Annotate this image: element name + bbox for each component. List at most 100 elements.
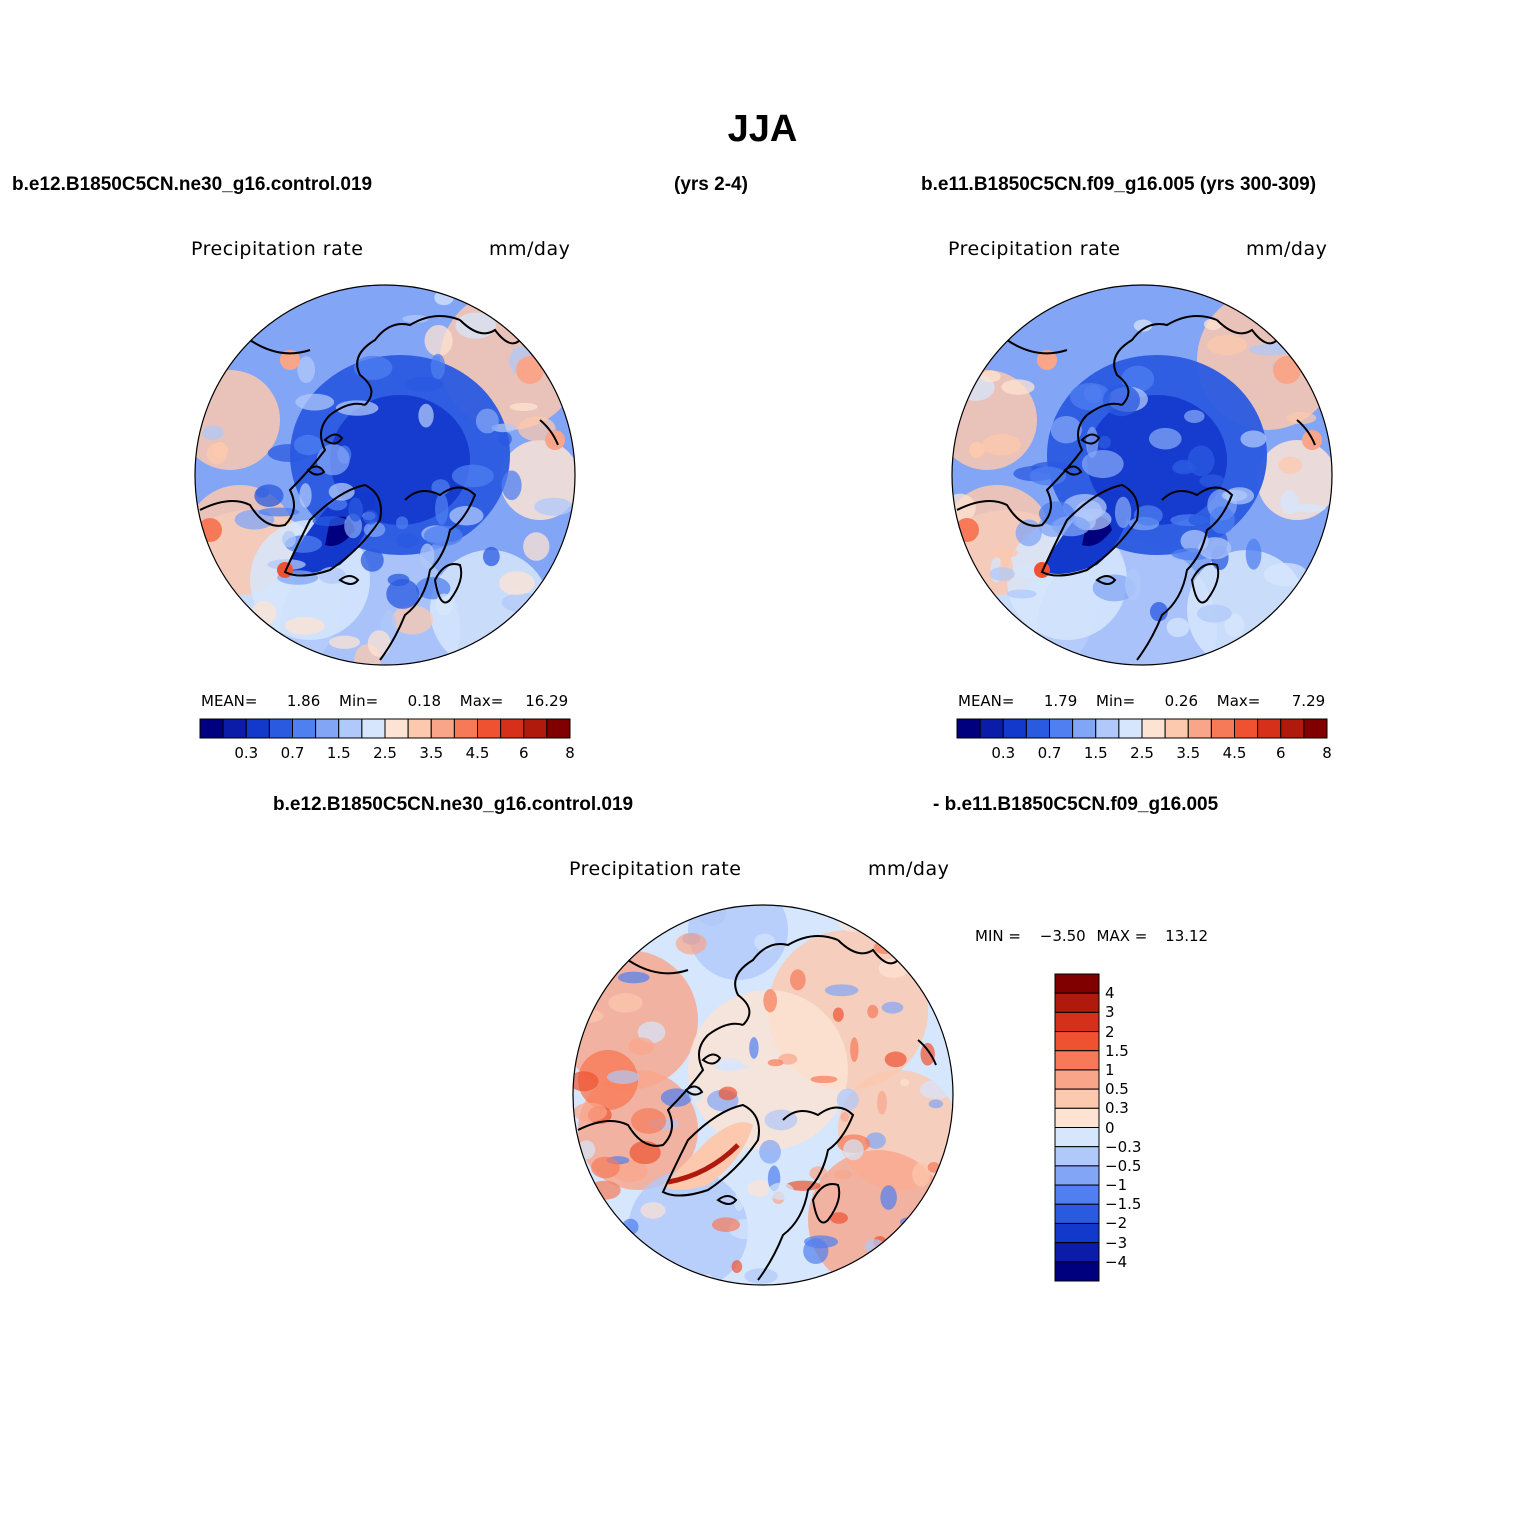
colorbar-tick-label: 0.7 bbox=[280, 744, 305, 762]
coastline bbox=[1006, 339, 1068, 355]
colorbar-cell bbox=[453, 718, 478, 739]
colorbar-tick-label: −4 bbox=[1105, 1252, 1128, 1271]
coastline bbox=[956, 402, 1123, 527]
colorbar-cell bbox=[268, 718, 293, 739]
colorbar-cell bbox=[1164, 718, 1189, 739]
colorbar-cell bbox=[523, 718, 548, 739]
colorbar-cell bbox=[1141, 718, 1166, 739]
top-left-case-label: b.e12.B1850C5CN.ne30_g16.control.019 bbox=[12, 174, 373, 195]
panel3-colorbar bbox=[1054, 973, 1100, 1282]
coastline bbox=[661, 1103, 760, 1197]
colorbar-cell bbox=[430, 718, 455, 739]
colorbar-cell bbox=[1118, 718, 1143, 739]
coastline bbox=[306, 465, 326, 476]
colorbar-cell bbox=[1234, 718, 1259, 739]
coastline bbox=[1296, 419, 1316, 446]
coastline bbox=[1113, 315, 1218, 406]
panel2-mean-value: 1.79 bbox=[1043, 692, 1078, 710]
map-border bbox=[572, 904, 954, 1286]
colorbar-tick-label: −1.5 bbox=[1105, 1195, 1142, 1214]
colorbar-tick-label: 0.7 bbox=[1037, 744, 1062, 762]
colorbar-cell bbox=[292, 718, 317, 739]
coastline bbox=[701, 1053, 722, 1065]
panel1-min-label: Min= bbox=[339, 692, 379, 710]
coastline bbox=[199, 402, 366, 527]
coastline bbox=[1063, 465, 1083, 476]
colorbar-cell bbox=[1054, 1184, 1100, 1205]
panel2-min-value: 0.26 bbox=[1164, 692, 1199, 710]
colorbar-cell bbox=[500, 718, 525, 739]
panel3-min-value: −3.50 bbox=[1039, 927, 1086, 945]
colorbar-cell bbox=[477, 718, 502, 739]
colorbar-tick-label: 1.5 bbox=[326, 744, 351, 762]
panel1-max-value: 16.29 bbox=[525, 692, 569, 710]
colorbar-tick-label: −2 bbox=[1105, 1214, 1128, 1233]
coastline bbox=[356, 315, 461, 406]
colorbar-cell bbox=[1303, 718, 1328, 739]
colorbar-tick-label: −3 bbox=[1105, 1233, 1128, 1252]
colorbar-tick-label: −1 bbox=[1105, 1176, 1128, 1195]
colorbar-tick-label: 0 bbox=[1105, 1118, 1115, 1137]
colorbar-cell bbox=[407, 718, 432, 739]
colorbar-cell bbox=[1095, 718, 1120, 739]
colorbar-cell bbox=[1054, 1011, 1100, 1033]
coastline bbox=[577, 1022, 744, 1147]
colorbar-tick-label: 4.5 bbox=[465, 744, 490, 762]
coastline bbox=[627, 959, 689, 975]
coastline bbox=[249, 339, 311, 355]
panel1-min-value: 0.18 bbox=[407, 692, 442, 710]
colorbar-cell bbox=[1054, 1031, 1100, 1052]
panel3-variable: Precipitation rate bbox=[569, 858, 742, 880]
bottom-case-b-label: - b.e11.B1850C5CN.f09_g16.005 bbox=[933, 794, 1219, 815]
colorbar-cell bbox=[384, 718, 409, 739]
map-border bbox=[951, 284, 1333, 666]
coastline bbox=[811, 1183, 841, 1224]
colorbar-cell bbox=[1210, 718, 1235, 739]
colorbar-cell bbox=[1025, 718, 1050, 739]
colorbar-cell bbox=[315, 718, 340, 739]
coastline bbox=[433, 563, 463, 604]
colorbar-tick-label: 1.5 bbox=[1083, 744, 1108, 762]
colorbar-cell bbox=[1257, 718, 1282, 739]
colorbar-cell bbox=[956, 718, 981, 739]
map-border bbox=[194, 284, 576, 666]
colorbar-tick-label: 8 bbox=[565, 744, 575, 762]
panel3-stats: MIN = −3.50 MAX = 13.12 bbox=[975, 927, 1208, 945]
colorbar-cell bbox=[1002, 718, 1027, 739]
colorbar-cell bbox=[1054, 1050, 1100, 1071]
colorbar-tick-label: 4 bbox=[1105, 984, 1115, 1003]
coastline bbox=[1095, 575, 1117, 585]
colorbar-cell bbox=[1054, 1242, 1100, 1263]
coastline bbox=[837, 939, 899, 965]
panel2-mean-label: MEAN= bbox=[958, 692, 1015, 710]
colorbar-tick-label: 3 bbox=[1105, 1003, 1115, 1022]
coastline bbox=[684, 1085, 704, 1096]
coastline bbox=[379, 486, 477, 661]
colorbar-tick-label: 0.5 bbox=[1105, 1080, 1129, 1099]
colorbar-cell bbox=[1054, 973, 1100, 994]
colorbar-cell bbox=[1054, 1069, 1100, 1090]
coastline bbox=[917, 1039, 937, 1066]
panel2-min-label: Min= bbox=[1096, 692, 1136, 710]
colorbar-tick-label: 1 bbox=[1105, 1060, 1115, 1079]
bottom-case-a-label: b.e12.B1850C5CN.ne30_g16.control.019 bbox=[273, 794, 634, 815]
panel1-variable: Precipitation rate bbox=[191, 238, 364, 260]
coastline bbox=[1216, 319, 1278, 345]
colorbar-tick-label: 2.5 bbox=[373, 744, 397, 762]
panel2-stats: MEAN= 1.79 Min= 0.26 Max= 7.29 bbox=[958, 692, 1325, 710]
colorbar-cell bbox=[1280, 718, 1305, 739]
colorbar-cell bbox=[1054, 1203, 1100, 1224]
panel1-colorbar bbox=[199, 718, 571, 739]
coastline bbox=[338, 575, 360, 585]
panel3-min-label: MIN = bbox=[975, 927, 1021, 945]
colorbar-cell bbox=[338, 718, 363, 739]
colorbar-cell bbox=[1054, 1165, 1100, 1186]
colorbar-cell bbox=[1054, 1107, 1100, 1128]
colorbar-cell bbox=[245, 718, 270, 739]
colorbar-cell bbox=[1054, 1222, 1100, 1244]
panel1-polar-map bbox=[194, 284, 576, 666]
colorbar-tick-label: −0.5 bbox=[1105, 1156, 1142, 1175]
panel2-max-value: 7.29 bbox=[1291, 692, 1326, 710]
coastline bbox=[716, 1195, 738, 1205]
colorbar-tick-label: 6 bbox=[518, 744, 529, 762]
